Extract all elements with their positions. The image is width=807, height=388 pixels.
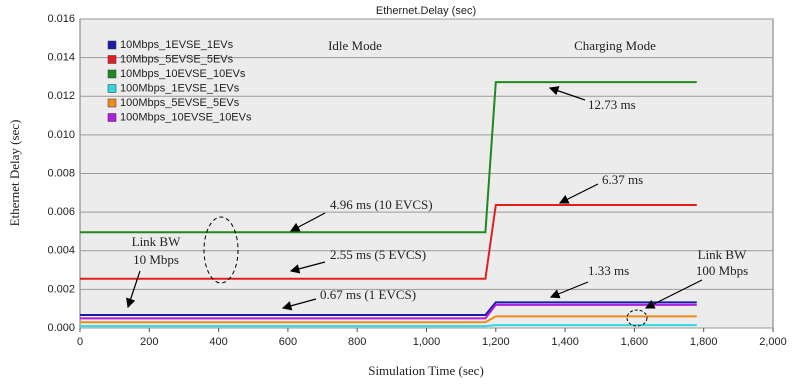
dashed-ellipse (203, 216, 239, 284)
x-tick-label: 2,000 (759, 336, 787, 348)
x-tick-label: 800 (348, 336, 366, 348)
annotation: 2.55 ms (5 EVCS) (330, 247, 426, 262)
legend-swatch (107, 69, 117, 79)
series-line (80, 81, 697, 234)
y-tick-label: 0.008 (47, 167, 75, 179)
annotation: 0.67 ms (1 EVCS) (320, 287, 416, 302)
x-tick-label: 600 (279, 336, 297, 348)
chart-title: Ethernet.Delay (sec) (376, 5, 476, 17)
annotation: 1.33 ms (588, 263, 629, 278)
arrow (549, 281, 589, 299)
legend-swatch (107, 40, 117, 50)
x-tick-label: 0 (77, 336, 83, 348)
y-tick-label: 0.016 (47, 13, 75, 25)
x-tick-label: 1,400 (551, 336, 579, 348)
legend-swatch (107, 55, 117, 64)
series-line (80, 324, 697, 328)
y-tick-label: 0.006 (47, 206, 75, 218)
arrow (548, 86, 586, 101)
annotation: Link BW (132, 234, 181, 249)
legend-label: 100Mbps_1EVSE_1EVs (120, 82, 240, 94)
annotation: 6.37 ms (602, 172, 643, 187)
legend-label: 10Mbps_1EVSE_1EVs (120, 39, 234, 51)
y-tick-label: 0.000 (47, 322, 75, 334)
x-tick-label: 1,000 (413, 336, 441, 348)
arrow (281, 298, 317, 311)
series-line (80, 301, 697, 317)
x-axis-label: Simulation Time (sec) (368, 363, 484, 378)
annotation: 10 Mbps (133, 252, 179, 267)
x-tick-label: 1,800 (690, 336, 718, 348)
arrow (558, 183, 599, 204)
series-line (80, 303, 697, 320)
y-tick-label: 0.004 (47, 245, 75, 257)
x-tick-label: 1,200 (482, 336, 510, 348)
annotations: Idle Mode Charging Mode 12.73 ms 6.37 ms… (126, 38, 748, 327)
legend-label: 10Mbps_10EVSE_10EVs (120, 68, 246, 80)
legend-swatch (107, 98, 117, 108)
legend-label: 10Mbps_5EVSE_5EVs (120, 53, 234, 65)
arrow (126, 270, 141, 309)
legend-label: 100Mbps_10EVSE_10EVs (120, 111, 252, 123)
legend-label: 100Mbps_5EVSE_5EVs (120, 97, 240, 109)
y-tick-label: 0.014 (47, 52, 75, 64)
annotation: Charging Mode (574, 38, 656, 53)
y-axis-label: Ethernet Delay (sec) (7, 120, 22, 227)
arrow (644, 279, 703, 309)
y-tick-label: 0.012 (47, 90, 75, 102)
annotation: 4.96 ms (10 EVCS) (330, 197, 433, 212)
y-tick-label: 0.010 (47, 129, 75, 141)
legend-swatch (107, 113, 117, 122)
series-line (80, 315, 697, 324)
legend-swatch (107, 84, 117, 93)
x-tick-label: 1,600 (621, 336, 649, 348)
y-tick-label: 0.002 (47, 283, 75, 295)
annotation: 100 Mbps (696, 263, 748, 278)
arrow (289, 261, 326, 274)
annotation: Link BW (698, 247, 747, 262)
legend: 10Mbps_1EVSE_1EVs 10Mbps_5EVSE_5EVs 10Mbps… (107, 39, 252, 123)
arrow (289, 212, 326, 232)
series-line (80, 203, 697, 280)
dashed-ellipse (626, 309, 648, 327)
x-tick-label: 200 (140, 336, 158, 348)
annotation: 12.73 ms (588, 97, 636, 112)
annotation: Idle Mode (328, 38, 382, 53)
x-tick-label: 400 (209, 336, 227, 348)
